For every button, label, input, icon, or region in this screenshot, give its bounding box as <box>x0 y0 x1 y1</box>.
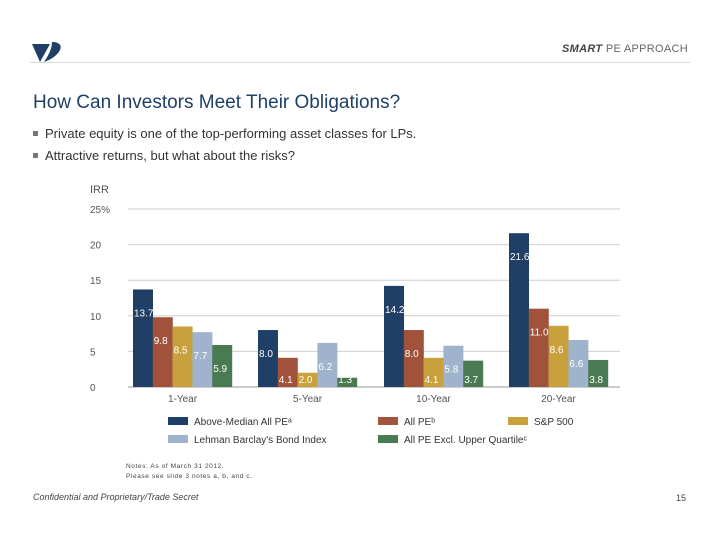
bar <box>277 357 298 387</box>
legend-swatch <box>508 417 528 425</box>
bar-value-label: 5.8 <box>444 365 458 376</box>
bar-value-label: 4.1 <box>279 375 293 386</box>
bar <box>337 377 358 387</box>
bar-value-label: 2.0 <box>299 375 313 386</box>
bar-value-label: 8.0 <box>259 349 273 360</box>
header-divider <box>30 62 690 63</box>
bar <box>423 357 444 387</box>
y-tick-label: 10 <box>90 312 102 323</box>
bullet-item: Attractive returns, but what about the r… <box>33 148 416 163</box>
bullet-list: Private equity is one of the top-perform… <box>33 126 416 170</box>
bullet-text: Private equity is one of the top-perform… <box>45 126 417 141</box>
y-tick-label: 5 <box>90 347 96 358</box>
y-tick-label: 15 <box>90 276 102 287</box>
bar <box>212 344 233 387</box>
bar-value-label: 11.0 <box>530 328 549 339</box>
legend-swatch <box>378 435 398 443</box>
legend-swatch <box>168 435 188 443</box>
chart-notes: Notes: As of March 31 2012. Please see s… <box>126 462 253 482</box>
confidential-notice: Confidential and Proprietary/Trade Secre… <box>33 492 199 502</box>
y-tick-label: 25% <box>90 205 110 216</box>
legend-label: Lehman Barclay's Bond Index <box>194 435 327 446</box>
bar <box>509 233 529 387</box>
y-axis-title: IRR <box>90 184 109 196</box>
bullet-marker-icon <box>33 131 38 137</box>
header-brand: SMART PE APPROACH <box>562 43 688 55</box>
bar-value-label: 9.8 <box>154 336 168 347</box>
bar <box>133 289 153 387</box>
brand-bold: SMART <box>562 43 603 55</box>
bar <box>258 330 278 387</box>
bar <box>443 345 464 387</box>
x-category-label: 5-Year <box>293 394 323 405</box>
bar-value-label: 6.2 <box>318 362 332 373</box>
bar-value-label: 1.3 <box>338 375 352 386</box>
legend-label: All PEᵇ <box>404 417 435 428</box>
legend-label: Above-Median All PEᵃ <box>194 417 292 428</box>
x-category-label: 20-Year <box>541 394 576 405</box>
bar <box>528 308 549 387</box>
legend-swatch <box>378 417 398 425</box>
notes-line-2: Please see slide 3 notes a, b, and c. <box>126 473 253 480</box>
page-number: 15 <box>675 493 686 503</box>
bar-value-label: 3.7 <box>464 375 478 386</box>
x-category-label: 1-Year <box>168 394 198 405</box>
bullet-marker-icon <box>33 153 38 159</box>
bar-value-label: 8.6 <box>550 345 564 356</box>
bar <box>297 372 318 387</box>
y-tick-label: 0 <box>90 383 96 394</box>
bar-value-label: 14.2 <box>385 305 405 316</box>
bar <box>384 285 404 387</box>
bar-value-label: 7.7 <box>193 351 207 362</box>
bar <box>548 325 569 387</box>
bar <box>152 317 173 387</box>
x-category-label: 10-Year <box>416 394 451 405</box>
bar-value-label: 4.1 <box>425 375 439 386</box>
bar-value-label: 6.6 <box>569 359 583 370</box>
bullet-item: Private equity is one of the top-perform… <box>33 126 416 141</box>
bar-value-label: 13.7 <box>134 308 154 319</box>
bar <box>588 359 609 387</box>
brand-rest: PE APPROACH <box>605 43 688 55</box>
notes-line-1: Notes: As of March 31 2012. <box>126 463 225 470</box>
legend-swatch <box>168 417 188 425</box>
logo-leaf-icon <box>32 42 61 62</box>
page-title: How Can Investors Meet Their Obligations… <box>33 92 401 113</box>
bar-value-label: 3.8 <box>589 375 603 386</box>
bar <box>403 330 424 387</box>
bullet-text: Attractive returns, but what about the r… <box>45 148 296 163</box>
bar <box>192 332 213 387</box>
bar <box>317 342 338 387</box>
bar-value-label: 8.0 <box>405 349 419 360</box>
company-logo <box>30 40 64 64</box>
legend-label: All PE Excl. Upper Quartileᶜ <box>404 435 527 446</box>
bar-value-label: 5.9 <box>213 364 227 375</box>
bar <box>172 326 193 387</box>
bar <box>568 340 589 387</box>
bar <box>463 360 484 387</box>
bar-value-label: 8.5 <box>174 345 188 356</box>
bar-value-label: 21.6 <box>510 252 530 263</box>
legend-label: S&P 500 <box>534 417 574 428</box>
y-tick-label: 20 <box>90 241 102 252</box>
irr-bar-chart: IRR 0 5 10 15 20 25% 13.7 9.8 8.5 7.7 5.9 1-Year 8.0 4… <box>90 184 620 446</box>
